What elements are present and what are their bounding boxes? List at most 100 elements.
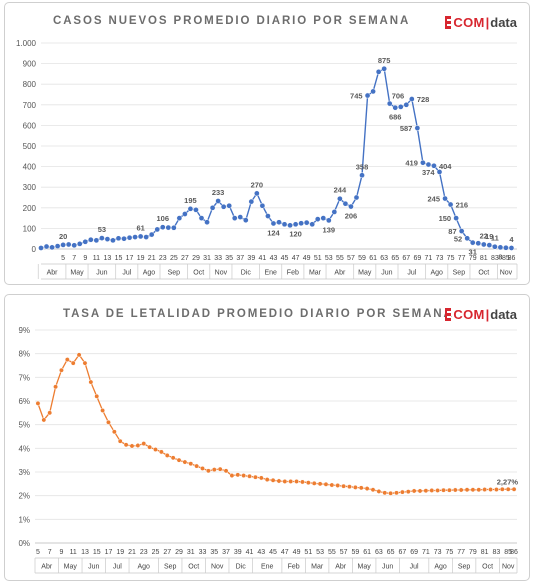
lethality-data-point: [47, 410, 53, 416]
cases-month-label: Mar: [309, 270, 322, 277]
lethality-data-point: [376, 488, 382, 494]
cases-data-point: [453, 215, 459, 221]
lethality-xtick-label: 69: [410, 549, 418, 556]
lethality-data-point: [323, 481, 329, 487]
lethality-data-point: [394, 490, 399, 496]
lethality-xtick-label: 67: [398, 549, 406, 556]
lethality-data-point: [329, 482, 335, 488]
lethality-data-point: [200, 466, 205, 471]
cases-data-point: [392, 104, 399, 111]
lethality-ytick-label: 5%: [18, 421, 30, 430]
cases-data-point: [104, 236, 111, 242]
lethality-data-point: [423, 488, 429, 494]
comdata-logo: COM | data: [445, 303, 517, 325]
lethality-data-point: [317, 481, 323, 487]
lethality-data-point: [388, 490, 394, 496]
cases-data-point: [447, 201, 454, 208]
lethality-xtick-label: 19: [116, 549, 124, 556]
lethality-data-point: [252, 474, 258, 480]
lethality-data-point: [282, 479, 288, 484]
lethality-data-point: [411, 488, 417, 494]
cases-xtick-label: 65: [391, 255, 399, 262]
lethality-xtick-label: 45: [269, 549, 277, 556]
lethality-data-point: [59, 367, 64, 373]
lethality-data-point: [41, 417, 47, 423]
cases-xtick-label: 15: [115, 255, 123, 262]
lethality-data-point: [288, 479, 294, 484]
lethality-data-point: [223, 468, 229, 474]
lethality-data-point: [106, 419, 111, 425]
lethality-ytick-label: 9%: [18, 326, 30, 335]
cases-data-label: 358: [356, 162, 369, 171]
lethality-xtick-label: 39: [234, 549, 242, 556]
lethality-data-point: [123, 442, 129, 448]
lethality-data-point: [53, 384, 59, 390]
lethality-data-point: [482, 487, 488, 492]
lethality-xtick-label: 27: [163, 549, 171, 556]
lethality-xtick-label: 51: [304, 549, 312, 556]
lethality-data-point: [176, 457, 182, 463]
lethality-month-label: Ago: [138, 564, 151, 571]
lethality-xtick-label: 81: [481, 549, 489, 556]
cases-month-label: Abr: [47, 270, 59, 277]
lethality-month-label: Jul: [113, 564, 122, 571]
lethality-xtick-label: 83: [493, 549, 501, 556]
cases-data-point: [115, 235, 122, 242]
cases-data-label: 686: [389, 113, 402, 122]
lethality-xtick-label: 75: [446, 549, 454, 556]
logo-brand: COM: [453, 306, 485, 322]
cases-data-point: [198, 215, 205, 221]
cases-data-point: [359, 172, 365, 179]
cases-data-point: [182, 211, 188, 217]
lethality-xtick-label: 37: [222, 549, 230, 556]
lethality-data-point: [305, 480, 311, 486]
lethality-xtick-label: 33: [199, 549, 207, 556]
cases-data-point: [420, 159, 426, 166]
cases-data-point: [121, 235, 127, 242]
lethality-xtick-label: 15: [93, 549, 101, 556]
lethality-data-point: [364, 486, 370, 492]
cases-data-point: [126, 234, 133, 241]
cases-data-label: 706: [392, 92, 405, 101]
lethality-data-point: [94, 393, 100, 399]
lethality-xtick-label: 59: [351, 549, 359, 556]
lethality-month-label: Abr: [41, 564, 53, 571]
cases-month-label: Ago: [143, 270, 156, 277]
cases-xtick-label: 11: [93, 255, 100, 262]
cases-xtick-label: 45: [281, 255, 289, 262]
cases-data-point: [132, 234, 138, 240]
cases-xtick-label: 29: [192, 255, 200, 262]
lethality-xtick-label: 71: [422, 549, 430, 556]
cases-xtick-label: 79: [469, 255, 477, 262]
cases-data-point: [237, 214, 244, 220]
cases-data-point: [259, 202, 266, 209]
cases-data-point: [248, 198, 255, 205]
lethality-data-point: [194, 463, 200, 469]
lethality-xtick-label: 11: [70, 549, 77, 556]
cases-data-point: [287, 222, 293, 229]
cases-month-label: Ene: [264, 270, 277, 277]
lethality-data-point: [258, 475, 264, 481]
cases-ytick-label: 900: [23, 60, 37, 69]
lethality-data-point: [211, 467, 217, 473]
lethality-data-point: [370, 487, 376, 493]
lethality-month-label: Jun: [382, 564, 393, 571]
lethality-data-point: [452, 487, 458, 493]
lethality-month-label: May: [358, 564, 372, 571]
lethality-data-point: [241, 473, 247, 479]
cases-data-point: [480, 241, 487, 248]
cases-data-point: [492, 243, 498, 250]
cases-xtick-label: 7: [72, 255, 76, 262]
cases-data-label: 22: [480, 231, 488, 240]
cases-data-label: 31: [469, 248, 477, 257]
lethality-data-point: [441, 487, 446, 493]
cases-month-label: Nov: [215, 270, 228, 277]
lethality-data-point: [341, 483, 347, 489]
lethality-xtick-label: 63: [375, 549, 383, 556]
lethality-xtick-label: 79: [469, 549, 477, 556]
lethality-data-point: [235, 472, 241, 478]
cases-month-label: Sep: [453, 270, 466, 277]
cases-ytick-label: 300: [23, 183, 37, 192]
cases-data-point: [486, 242, 493, 248]
lethality-data-point: [141, 441, 147, 447]
